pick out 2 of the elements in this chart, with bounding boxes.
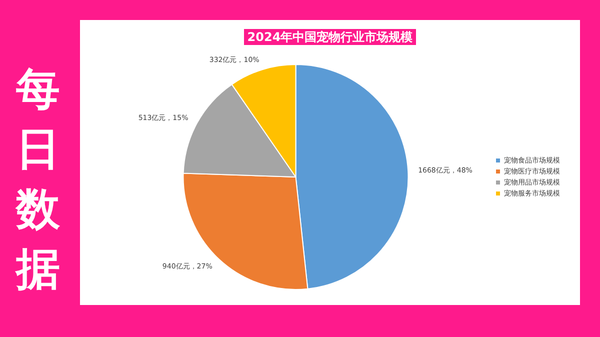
text: 每日数据 [14, 63, 61, 297]
chart-title: 2024年中国宠物行业市场规模 [244, 29, 416, 45]
